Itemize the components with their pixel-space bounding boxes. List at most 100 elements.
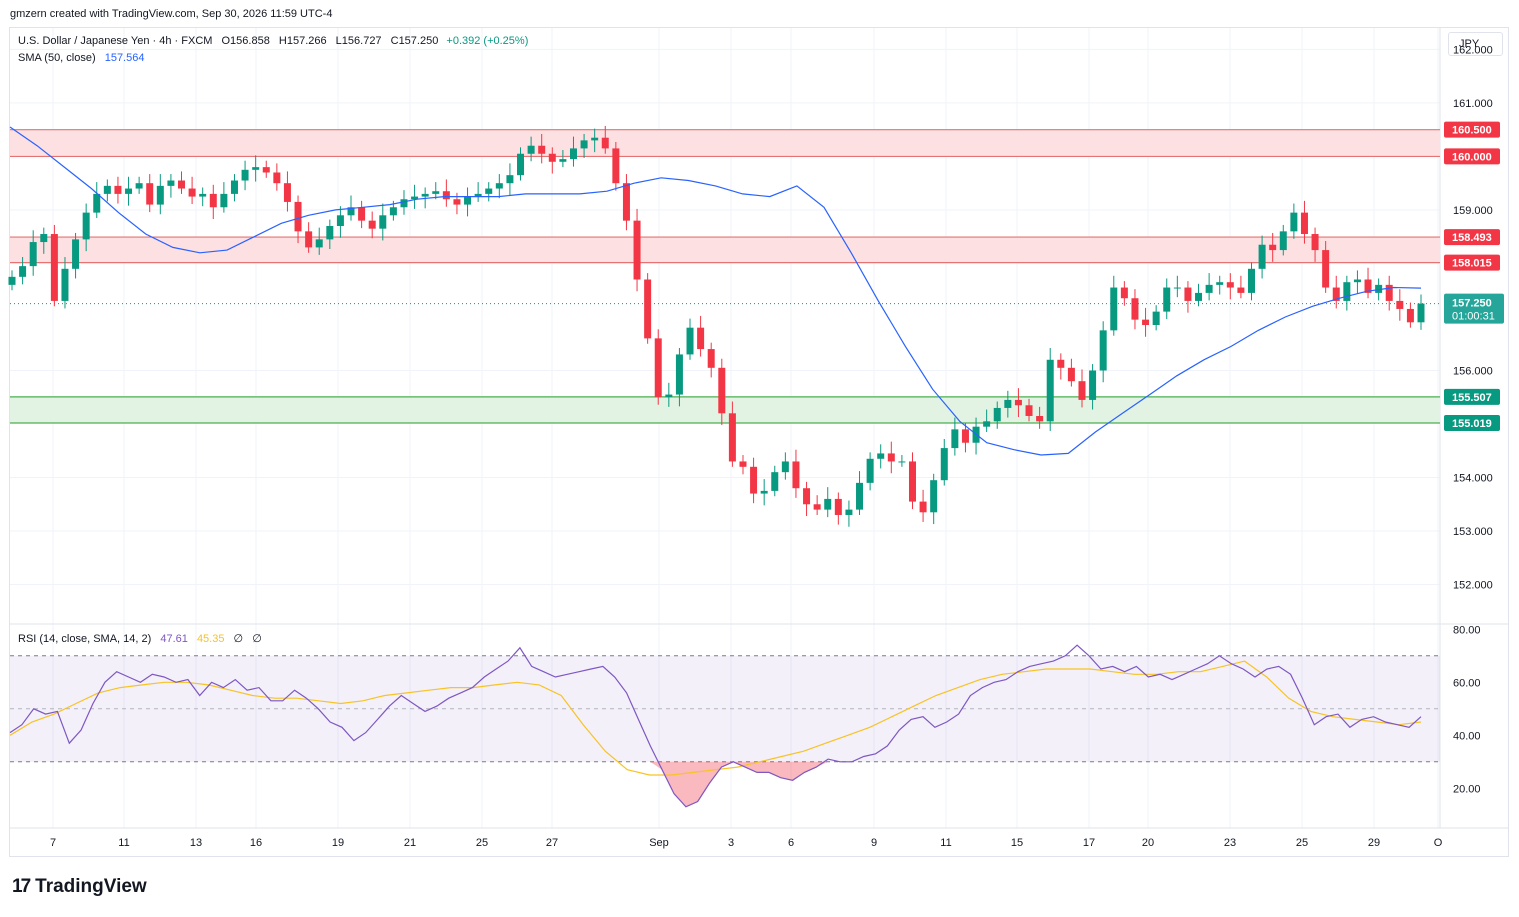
candle xyxy=(548,147,556,174)
tradingview-logo-text: TradingView xyxy=(35,876,147,897)
price-tick-label: 154.000 xyxy=(1453,473,1493,485)
candle xyxy=(983,409,991,433)
candle-body xyxy=(559,159,567,162)
candle-body xyxy=(675,354,683,395)
candle-body xyxy=(1396,300,1404,309)
candle-body xyxy=(379,215,387,229)
candle xyxy=(262,160,270,178)
candle xyxy=(559,150,567,168)
sma-50-line xyxy=(9,126,1422,456)
candle xyxy=(569,136,577,167)
candle xyxy=(1332,275,1340,309)
time-tick-label: O xyxy=(1434,837,1443,849)
candle xyxy=(156,174,164,215)
rsi-legend[interactable]: RSI (14, close, SMA, 14, 2) 47.61 45.35 … xyxy=(18,632,262,645)
candle xyxy=(40,227,48,254)
candle xyxy=(252,155,260,182)
candle-body xyxy=(728,413,736,462)
symbol-legend[interactable]: U.S. Dollar / Japanese Yen · 4h · FXCM O… xyxy=(18,35,528,47)
candle-body xyxy=(856,482,864,510)
candle-body xyxy=(495,183,503,189)
candle-body xyxy=(61,268,69,301)
candle xyxy=(601,125,609,154)
rsi-line xyxy=(9,644,1422,808)
candle xyxy=(379,203,387,241)
time-tick-label: 20 xyxy=(1142,837,1154,849)
candle xyxy=(1322,240,1330,293)
candle-body xyxy=(877,453,885,459)
tradingview-logo-mark: 17 xyxy=(12,876,31,897)
time-tick-label: 21 xyxy=(404,837,416,849)
candle-body xyxy=(538,145,546,154)
candle-body xyxy=(1216,282,1224,285)
candle-body xyxy=(1279,231,1287,251)
candle xyxy=(538,133,546,164)
candle-body xyxy=(294,201,302,232)
candle-body xyxy=(845,509,853,515)
candle-body xyxy=(188,188,196,197)
last-price-box xyxy=(1444,293,1504,324)
rsi-value: 47.61 xyxy=(160,633,188,645)
sma-legend[interactable]: SMA (50, close) 157.564 xyxy=(18,52,144,64)
candle xyxy=(845,500,853,527)
rsi-tick-label: 40.00 xyxy=(1453,730,1481,742)
candle-body xyxy=(103,185,111,194)
rsi-pane xyxy=(9,644,1440,808)
candle-body xyxy=(1332,287,1340,301)
candle xyxy=(771,465,779,497)
candle xyxy=(1184,281,1192,313)
time-tick-label: 25 xyxy=(476,837,488,849)
zone-label-158-493-bg xyxy=(1444,229,1500,246)
candle-body xyxy=(908,461,916,502)
candle xyxy=(358,200,366,229)
candle xyxy=(1417,294,1425,330)
candle xyxy=(834,492,842,525)
candle-body xyxy=(1014,399,1022,406)
ohlc-close: C157.250 xyxy=(390,35,439,47)
zone-label-155-507-bg xyxy=(1444,388,1500,405)
sma-value: 157.564 xyxy=(104,52,145,64)
candle-body xyxy=(230,180,238,194)
rsi-extra-1: ∅ xyxy=(233,633,244,645)
candle xyxy=(294,195,302,244)
rsi-ma-value: 45.35 xyxy=(196,633,225,645)
candle-body xyxy=(940,448,948,481)
candle-body xyxy=(1120,287,1128,299)
candle xyxy=(993,401,1001,429)
tradingview-logo[interactable]: 17 TradingView xyxy=(12,876,147,898)
price-tick-label: 159.000 xyxy=(1453,205,1493,217)
price-zones xyxy=(10,129,1440,424)
candle xyxy=(612,141,620,191)
candle xyxy=(654,329,662,405)
candle xyxy=(824,487,832,518)
candle-body xyxy=(50,234,58,301)
candle-body xyxy=(824,498,832,510)
candle-body xyxy=(1142,319,1150,325)
candle-body xyxy=(252,167,260,170)
zone-label-160-5-bg xyxy=(1444,121,1500,138)
candle-body xyxy=(114,185,122,194)
candle-body xyxy=(474,193,482,197)
candle xyxy=(1247,262,1255,301)
candle-body xyxy=(29,242,37,267)
candle xyxy=(1152,305,1160,331)
candle-body xyxy=(633,220,641,280)
time-tick-label: Sep xyxy=(649,837,669,849)
candle xyxy=(792,449,800,498)
rsi-tick-label: 20.00 xyxy=(1453,783,1481,795)
candle-body xyxy=(442,191,450,200)
candle xyxy=(82,203,90,252)
candle-body xyxy=(601,137,609,149)
candle xyxy=(665,382,673,407)
candle-body xyxy=(178,180,186,189)
candle xyxy=(1396,289,1404,321)
rsi-label: RSI (14, close, SMA, 14, 2) xyxy=(18,633,152,645)
last-price-label: 157.250 xyxy=(1452,298,1492,310)
candle xyxy=(1067,358,1075,387)
currency-button[interactable]: JPY xyxy=(1448,32,1503,56)
rsi-extra-2: ∅ xyxy=(252,633,262,645)
candle-body xyxy=(1406,308,1414,323)
candle-body xyxy=(591,137,599,141)
candle xyxy=(1343,275,1351,311)
